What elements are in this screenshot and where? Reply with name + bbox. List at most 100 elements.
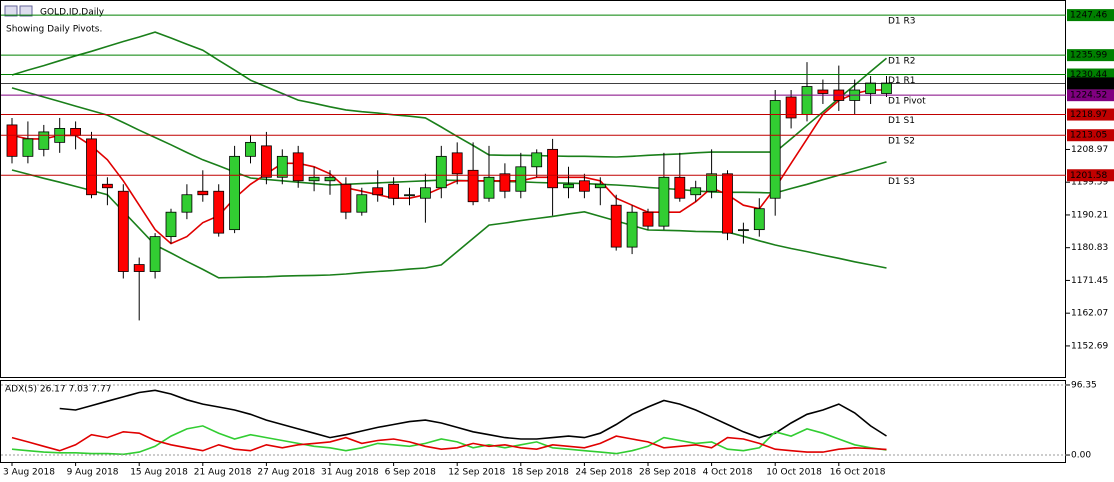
price-box bbox=[1067, 77, 1114, 90]
x-tick-label: 24 Sep 2018 bbox=[575, 468, 632, 478]
candle-body bbox=[340, 183, 352, 213]
y-tick-label: 1180.83 bbox=[1071, 243, 1108, 253]
y-tick-label: 1208.97 bbox=[1071, 145, 1108, 155]
x-tick-label: 16 Oct 2018 bbox=[830, 468, 886, 478]
candle-body bbox=[674, 176, 686, 199]
price-box bbox=[1067, 129, 1114, 142]
candle-body bbox=[6, 124, 18, 157]
candle-body bbox=[865, 82, 876, 94]
candle-body bbox=[276, 155, 288, 178]
candle-body bbox=[356, 194, 368, 213]
candle-body bbox=[70, 128, 81, 136]
x-tick-label: 12 Sep 2018 bbox=[448, 468, 505, 478]
candle-body bbox=[785, 96, 797, 119]
candle-body bbox=[38, 131, 50, 150]
indicator-line bbox=[11, 31, 888, 158]
chart-subtitle: Showing Daily Pivots. bbox=[6, 25, 102, 35]
candle-body bbox=[245, 141, 256, 157]
y-tick-label: 1171.45 bbox=[1071, 276, 1108, 286]
y-tick-label: 1190.21 bbox=[1071, 210, 1108, 220]
candle-body bbox=[658, 176, 670, 227]
candle-body bbox=[229, 155, 241, 231]
x-tick-label: 27 Aug 2018 bbox=[257, 468, 315, 478]
indicator-line bbox=[11, 430, 887, 453]
candle-body bbox=[213, 190, 225, 234]
candle-body bbox=[324, 176, 336, 182]
candle-body bbox=[102, 183, 113, 189]
candle-body bbox=[404, 194, 415, 197]
chart-title: GOLD.ID,Daily bbox=[40, 8, 105, 18]
x-tick-label: 4 Oct 2018 bbox=[703, 468, 753, 478]
pivot-label: D1 R3 bbox=[888, 17, 916, 27]
candle-body bbox=[22, 138, 34, 157]
price-box bbox=[1067, 169, 1114, 182]
price-box-label: 1218.97 bbox=[1070, 110, 1107, 120]
price-box-label: 1235.99 bbox=[1070, 51, 1107, 61]
candle-body bbox=[579, 180, 590, 192]
candle-body bbox=[499, 173, 511, 192]
last-price-label: 1227.90 bbox=[1070, 79, 1107, 89]
pivot-label: D1 S2 bbox=[888, 137, 915, 147]
candle-body bbox=[515, 166, 527, 192]
candle-body bbox=[563, 183, 574, 189]
candle-body bbox=[753, 208, 765, 231]
candle-body bbox=[435, 155, 447, 189]
x-tick-label: 9 Aug 2018 bbox=[67, 468, 119, 478]
price-box-label: 1224.52 bbox=[1070, 91, 1107, 101]
price-box-label: 1230.44 bbox=[1070, 70, 1107, 80]
x-tick-label: 28 Sep 2018 bbox=[639, 468, 696, 478]
indicator-line bbox=[11, 87, 887, 194]
pivot-label: D1 R2 bbox=[888, 57, 916, 67]
y-tick-label: 96.35 bbox=[1071, 380, 1097, 390]
symbol-icon bbox=[4, 5, 18, 17]
candle-body bbox=[626, 211, 638, 248]
symbol-icon bbox=[19, 5, 33, 17]
indicator-line bbox=[11, 425, 887, 456]
candle-body bbox=[642, 211, 654, 227]
pivot-label: D1 S1 bbox=[888, 116, 915, 126]
candle-body bbox=[260, 145, 272, 178]
candle-body bbox=[451, 152, 463, 175]
candle-body bbox=[801, 86, 813, 115]
candle-body bbox=[769, 100, 781, 199]
candle-body bbox=[149, 236, 161, 272]
x-tick-label: 3 Aug 2018 bbox=[3, 468, 55, 478]
candle-body bbox=[738, 229, 749, 232]
price-box bbox=[1067, 108, 1114, 121]
y-tick-label: 1152.69 bbox=[1071, 341, 1108, 351]
candle-body bbox=[817, 89, 829, 94]
candle-body bbox=[467, 169, 479, 203]
price-box-label: 1201.58 bbox=[1070, 171, 1107, 181]
indicator-line bbox=[59, 389, 887, 440]
candle-body bbox=[388, 183, 400, 199]
candle-body bbox=[722, 173, 733, 234]
candle-body bbox=[547, 148, 558, 189]
main-panel bbox=[0, 0, 1066, 378]
candle-body bbox=[197, 190, 209, 196]
x-tick-label: 15 Aug 2018 bbox=[130, 468, 188, 478]
candle-body bbox=[610, 204, 622, 248]
candle-body bbox=[594, 183, 606, 189]
price-box-label: 1247.46 bbox=[1070, 11, 1107, 21]
pivot-label: D1 Pivot bbox=[888, 97, 926, 107]
price-box-label: 1213.05 bbox=[1070, 131, 1107, 141]
candle-body bbox=[419, 187, 431, 199]
pivot-label: D1 R1 bbox=[888, 76, 916, 86]
x-tick-label: 31 Aug 2018 bbox=[321, 468, 379, 478]
indicator-title: ADX(5) 26.17 7.03 7.77 bbox=[5, 385, 111, 395]
x-tick-label: 21 Aug 2018 bbox=[194, 468, 252, 478]
adx-panel bbox=[0, 380, 1066, 463]
x-tick-label: 6 Sep 2018 bbox=[385, 468, 437, 478]
y-tick-label: 1199.59 bbox=[1071, 178, 1108, 188]
candle-body bbox=[133, 264, 145, 272]
candle-body bbox=[165, 211, 177, 238]
pivot-label: D1 S3 bbox=[888, 177, 915, 187]
indicator-line bbox=[11, 89, 887, 245]
price-box bbox=[1067, 9, 1114, 22]
candle-body bbox=[690, 187, 702, 196]
candle-body bbox=[308, 176, 320, 182]
candle-body bbox=[86, 138, 97, 196]
y-tick-label: 0.00 bbox=[1071, 451, 1091, 461]
y-tick-label: 1162.07 bbox=[1071, 309, 1108, 319]
